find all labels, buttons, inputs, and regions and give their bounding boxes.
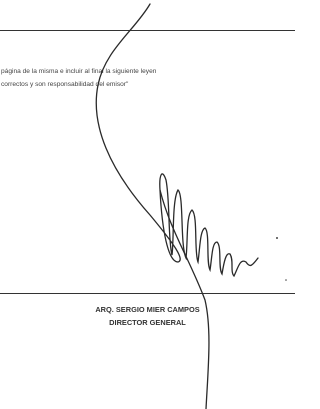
signature-stroke [160,190,209,409]
signature-stroke [96,4,258,276]
mark-dot [276,237,278,239]
signature [0,0,295,409]
mark-dot [285,279,287,281]
document-page: página de la misma e incluir al final la… [0,0,295,409]
